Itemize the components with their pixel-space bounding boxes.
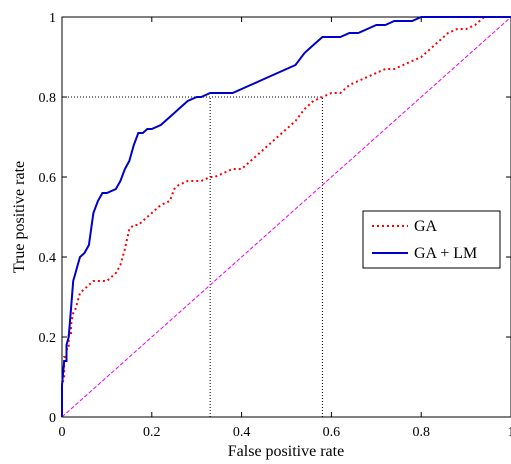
legend-label-ga-lm: GA + LM xyxy=(414,245,477,262)
x-tick-label: 0.8 xyxy=(412,425,430,440)
series-line-ga-lm xyxy=(61,16,511,417)
y-tick-label: 0.4 xyxy=(39,251,57,266)
x-tick-label: 0.6 xyxy=(323,425,341,440)
y-axis-ticks: 0 0.2 0.4 0.6 0.8 1 xyxy=(39,11,511,426)
y-tick-label: 1 xyxy=(49,11,56,26)
legend-box xyxy=(362,210,501,269)
legend-label-ga: GA xyxy=(414,218,438,235)
x-tick-label: 1 xyxy=(508,425,511,440)
series-lines xyxy=(61,16,511,417)
y-tick-label: 0.6 xyxy=(39,171,57,186)
x-tick-label: 0.4 xyxy=(233,425,251,440)
x-tick-label: 0 xyxy=(59,425,66,440)
y-tick-label: 0 xyxy=(49,411,56,426)
y-tick-label: 0.2 xyxy=(39,331,57,346)
x-tick-label: 0.2 xyxy=(143,425,161,440)
legend: GA GA + LM xyxy=(362,210,501,269)
x-axis-ticks: 0 0.2 0.4 0.6 0.8 1 xyxy=(59,17,511,440)
y-tick-label: 0.8 xyxy=(39,91,57,106)
x-axis-label: False positive rate xyxy=(228,443,344,460)
guide-lines xyxy=(62,96,323,417)
y-axis-label: True positive rate xyxy=(11,161,28,273)
diagonal-reference-line xyxy=(61,16,511,418)
